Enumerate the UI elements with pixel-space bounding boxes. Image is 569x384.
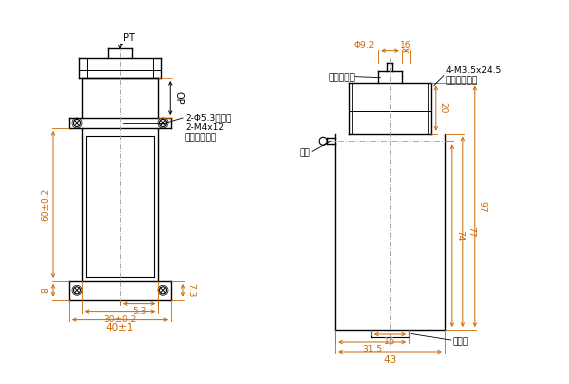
Text: 40±1: 40±1 (106, 323, 134, 333)
Text: Φ9.2: Φ9.2 (354, 41, 375, 50)
Text: 97: 97 (478, 200, 487, 212)
Text: 5.3: 5.3 (132, 306, 146, 316)
Text: 盖子安装螺钉: 盖子安装螺钉 (185, 134, 217, 142)
Text: 导管口: 导管口 (453, 338, 469, 346)
Text: 2-Φ5.3安装孔: 2-Φ5.3安装孔 (185, 114, 232, 122)
Text: 头部安装螺钉: 头部安装螺钉 (446, 76, 478, 85)
Text: 20: 20 (439, 103, 448, 114)
Text: 77: 77 (466, 226, 475, 238)
Text: 74: 74 (455, 230, 464, 241)
Text: 2-M4x12: 2-M4x12 (185, 124, 224, 132)
Text: 31.5: 31.5 (362, 345, 382, 354)
Text: 7.3: 7.3 (186, 283, 195, 298)
Text: 8: 8 (41, 288, 50, 293)
Text: OP: OP (173, 91, 183, 105)
Text: 43: 43 (384, 355, 397, 365)
Text: 15: 15 (384, 337, 396, 346)
Text: 16: 16 (401, 41, 412, 50)
Text: 60±0.2: 60±0.2 (41, 188, 50, 221)
Text: PT: PT (123, 33, 135, 43)
Text: 不锈钢柱塞: 不锈钢柱塞 (328, 73, 355, 82)
Text: 30±0.2: 30±0.2 (104, 314, 137, 324)
Text: 4-M3.5x24.5: 4-M3.5x24.5 (446, 66, 502, 75)
Text: 盖子: 盖子 (299, 149, 310, 158)
